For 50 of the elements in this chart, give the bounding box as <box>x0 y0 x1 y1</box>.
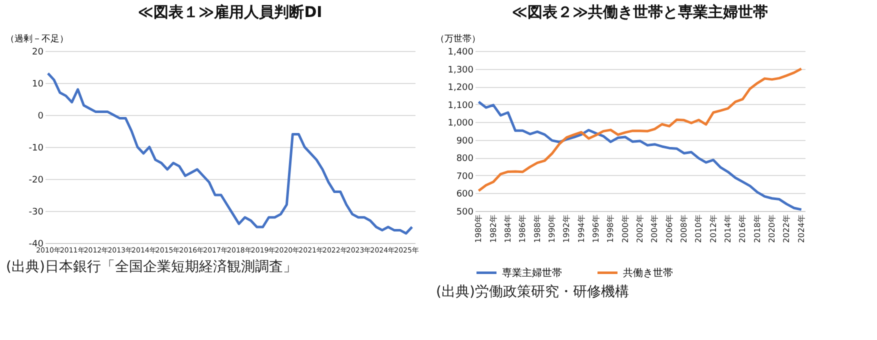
y-tick-label: 700 <box>456 172 474 182</box>
y-tick-label: 0 <box>38 112 44 122</box>
y-tick-label: 600 <box>456 190 474 200</box>
y-axis-title: （万世帯） <box>436 34 480 44</box>
x-tick-label: 2006年 <box>664 214 674 243</box>
y-tick-label: 800 <box>456 154 474 164</box>
y-tick-label: 20 <box>32 48 44 58</box>
chart-title: ≪図表２≫共働き世帯と専業主婦世帯 <box>512 3 768 21</box>
x-tick-label: 2010年 <box>694 214 704 243</box>
legend-label: 専業主婦世帯 <box>502 266 562 279</box>
x-tick-label: 2020年 <box>768 214 776 243</box>
y-tick-label: -20 <box>28 176 44 186</box>
x-tick-label: 2008年 <box>680 214 688 243</box>
x-tick-label: 1986年 <box>518 214 528 243</box>
text: (出典)日本銀行「全国企業短期経済観測調査」 <box>6 258 298 276</box>
x-tick-label: 1992年 <box>562 214 572 243</box>
chart-title: ≪図表１≫雇用人員判断DI <box>138 3 322 21</box>
line-series <box>477 68 803 192</box>
x-tick-label: 2022年 <box>782 214 792 243</box>
x-tick-label: 1998年 <box>606 214 616 243</box>
x-tick-label: 1980年 <box>474 214 484 243</box>
x-tick-label: 2024年 <box>796 214 806 243</box>
x-tick-label: 1994年 <box>576 214 586 243</box>
x-tick-label: 2002年 <box>636 214 644 243</box>
x-tick-label: 1984年 <box>504 214 512 243</box>
y-tick-label: 1,000 <box>448 118 474 129</box>
x-tick-label: 1988年 <box>532 214 542 243</box>
y-tick-label: 10 <box>32 80 44 90</box>
x-tick-label: 1982年 <box>488 214 498 243</box>
y-tick-label: -30 <box>28 208 44 218</box>
line-series <box>46 72 414 235</box>
y-tick-label: 500 <box>456 208 474 218</box>
x-tick-label: 2014年 <box>724 214 732 243</box>
x-tick-label: 2000年 <box>620 214 630 243</box>
legend-label: 共働き世帯 <box>623 266 673 279</box>
y-tick-label: -10 <box>28 144 44 154</box>
x-tick-label: 2004年 <box>650 214 660 243</box>
y-tick-label: 1,400 <box>448 48 474 58</box>
line-series <box>477 100 803 211</box>
text: (出典)労働政策研究・研修機構 <box>436 283 630 301</box>
y-tick-label: 1,100 <box>448 100 474 111</box>
x-tick-label: 1996年 <box>592 214 600 243</box>
x-tick-label: 1990年 <box>548 214 556 243</box>
x-tick-label: 2012年 <box>708 214 718 243</box>
x-tick-label: 2018年 <box>752 214 762 243</box>
y-axis-title: （過剰－不足） <box>6 34 68 44</box>
y-tick-label: 900 <box>456 136 474 146</box>
y-tick-label: 1,300 <box>448 65 474 76</box>
y-tick-label: 1,200 <box>448 83 474 94</box>
x-tick-label: 2016年 <box>738 214 748 243</box>
